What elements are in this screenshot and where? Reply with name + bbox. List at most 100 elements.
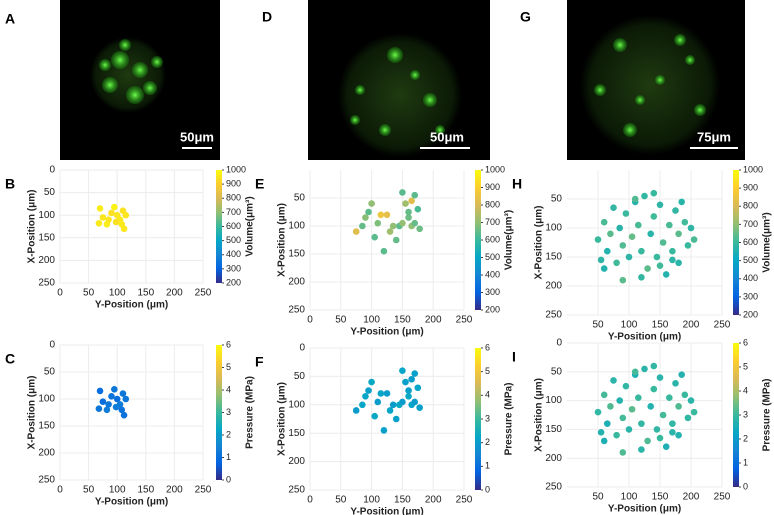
panel-letter: D [262,9,272,25]
y-tick-label: 0 [49,340,55,351]
point [644,437,651,445]
colorbar-tick-label: 1 [743,457,748,467]
point [647,230,654,238]
point [678,371,685,378]
panel-letter: H [512,176,522,192]
point [669,256,676,264]
colorbar-tick-label: 400 [485,269,500,279]
point [362,214,369,221]
colorbar-label: Volume(μm³) [245,196,256,256]
point [597,428,605,436]
y-tick-label: 150 [38,421,55,432]
point [684,242,692,249]
point [389,222,397,230]
y-tick-label: 200 [545,453,562,464]
point [666,394,673,402]
colorbar [475,170,481,310]
point [619,449,627,456]
point [383,211,391,219]
point [105,401,112,408]
y-tick-label: 200 [38,448,55,459]
colorbar-tick-label: 400 [743,273,758,283]
colorbar-tick-label: 3 [485,413,490,423]
point [675,403,682,410]
y-tick-label: 150 [288,428,305,439]
colorbar-tick-label: 6 [226,339,231,349]
x-tick-label: 50 [83,288,95,299]
point [103,406,111,414]
point [359,401,366,409]
scale-bar-label: 50μm [430,129,464,144]
point [625,253,633,261]
point [352,407,360,414]
colorbar-tick-label: 800 [226,193,241,203]
y-tick-label: 250 [288,485,305,496]
x-tick-label: 200 [166,485,183,496]
point [625,426,633,433]
colorbar-tick-label: 900 [226,179,241,189]
y-axis-label: X-Position (μm) [534,378,545,452]
y-tick-label: 250 [545,310,562,321]
point [622,382,630,390]
colorbar-tick-label: 300 [485,287,500,297]
point [656,434,664,442]
point [368,378,375,386]
point [628,233,636,240]
x-tick-label: 150 [137,288,154,299]
point [638,274,645,281]
y-axis-label: X-Position (μm) [277,382,288,456]
y-tick-label: 250 [288,305,305,316]
x-tick-label: 50 [592,492,604,503]
point [414,384,422,392]
point [405,208,412,216]
x-tick-label: 200 [425,495,442,506]
point [666,221,673,229]
point [672,380,679,387]
y-tick-label: 0 [299,343,305,354]
colorbar-tick-label: 900 [485,182,500,192]
x-tick-label: 0 [307,495,313,506]
point [405,214,412,221]
point [374,398,382,406]
x-tick-label: 50 [335,315,347,326]
point [631,368,639,376]
panel-letter: B [5,176,15,192]
x-tick-label: 100 [621,492,638,503]
point [653,426,661,433]
point [672,207,679,214]
point [681,218,689,226]
x-tick-label: 150 [652,320,669,331]
x-axis-label: Y-Position (μm) [95,497,168,508]
point [111,203,118,211]
y-tick-label: 50 [551,366,563,377]
y-tick-label: 200 [288,277,305,288]
point [597,256,605,264]
point [659,411,667,419]
point [386,228,394,235]
y-tick-label: 150 [38,232,55,243]
point [669,247,676,255]
point [416,225,423,233]
y-tick-label: 50 [44,367,56,378]
y-tick-label: 100 [545,395,562,406]
point [99,398,107,406]
colorbar-tick-label: 800 [485,199,500,209]
colorbar-label: Pressure (MPa) [245,376,256,449]
colorbar-tick-label: 700 [743,219,758,229]
x-tick-label: 50 [592,320,604,331]
colorbar [733,343,739,487]
point [669,428,676,436]
point [604,420,611,427]
point [118,220,126,228]
point [607,230,614,238]
image-d [308,0,490,160]
point [656,262,664,270]
point [96,387,104,395]
point [380,247,388,255]
x-tick-label: 250 [456,495,473,506]
point [650,189,658,197]
colorbar-tick-label: 6 [743,337,748,347]
x-tick-label: 150 [652,492,669,503]
colorbar-tick-label: 700 [226,207,241,217]
point [112,403,120,411]
